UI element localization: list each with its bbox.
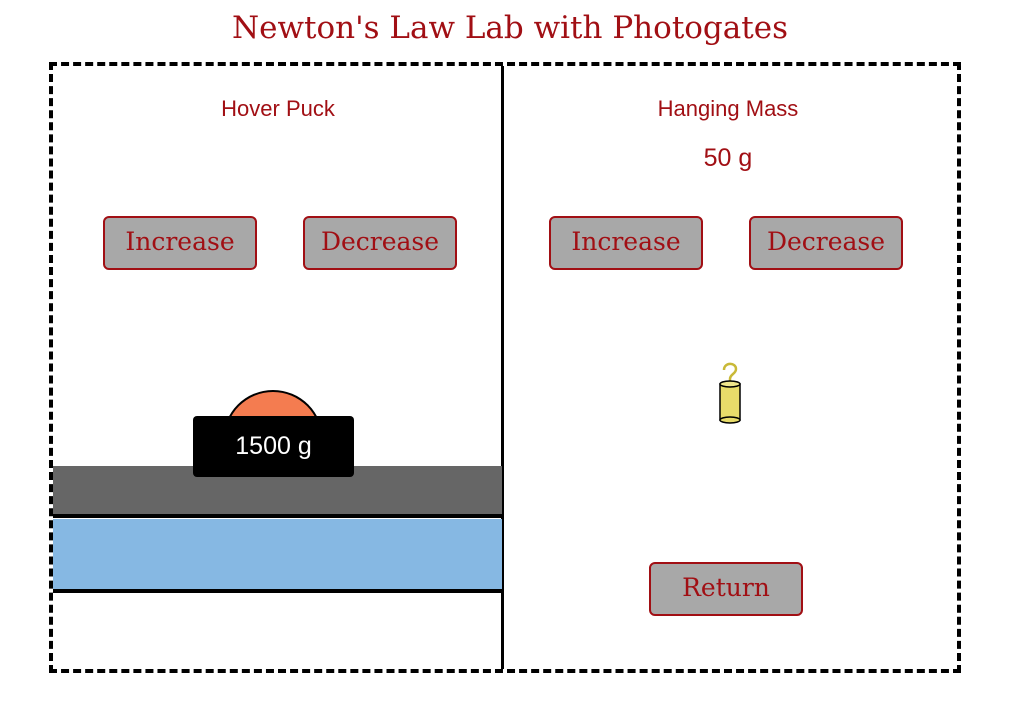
mass-decrease-button[interactable]: Decrease (749, 216, 903, 270)
track-top-edge (53, 514, 502, 518)
puck-mass-value: 1500 g (235, 432, 312, 460)
puck-increase-button[interactable]: Increase (103, 216, 257, 270)
panel-divider (501, 66, 504, 669)
hanging-weight-icon (719, 362, 741, 424)
track-bottom-edge (53, 589, 502, 593)
page-title: Newton's Law Lab with Photogates (232, 10, 788, 46)
hanging-mass-label: Hanging Mass (657, 96, 799, 121)
mass-increase-button[interactable]: Increase (549, 216, 703, 270)
puck-decrease-button[interactable]: Decrease (303, 216, 457, 270)
hover-puck-label: Hover Puck (221, 96, 335, 121)
hanging-mass-value: 50 g (703, 144, 753, 172)
hover-puck: 1500 g (193, 416, 354, 477)
return-button[interactable]: Return (649, 562, 803, 616)
air-track-base (53, 519, 502, 589)
